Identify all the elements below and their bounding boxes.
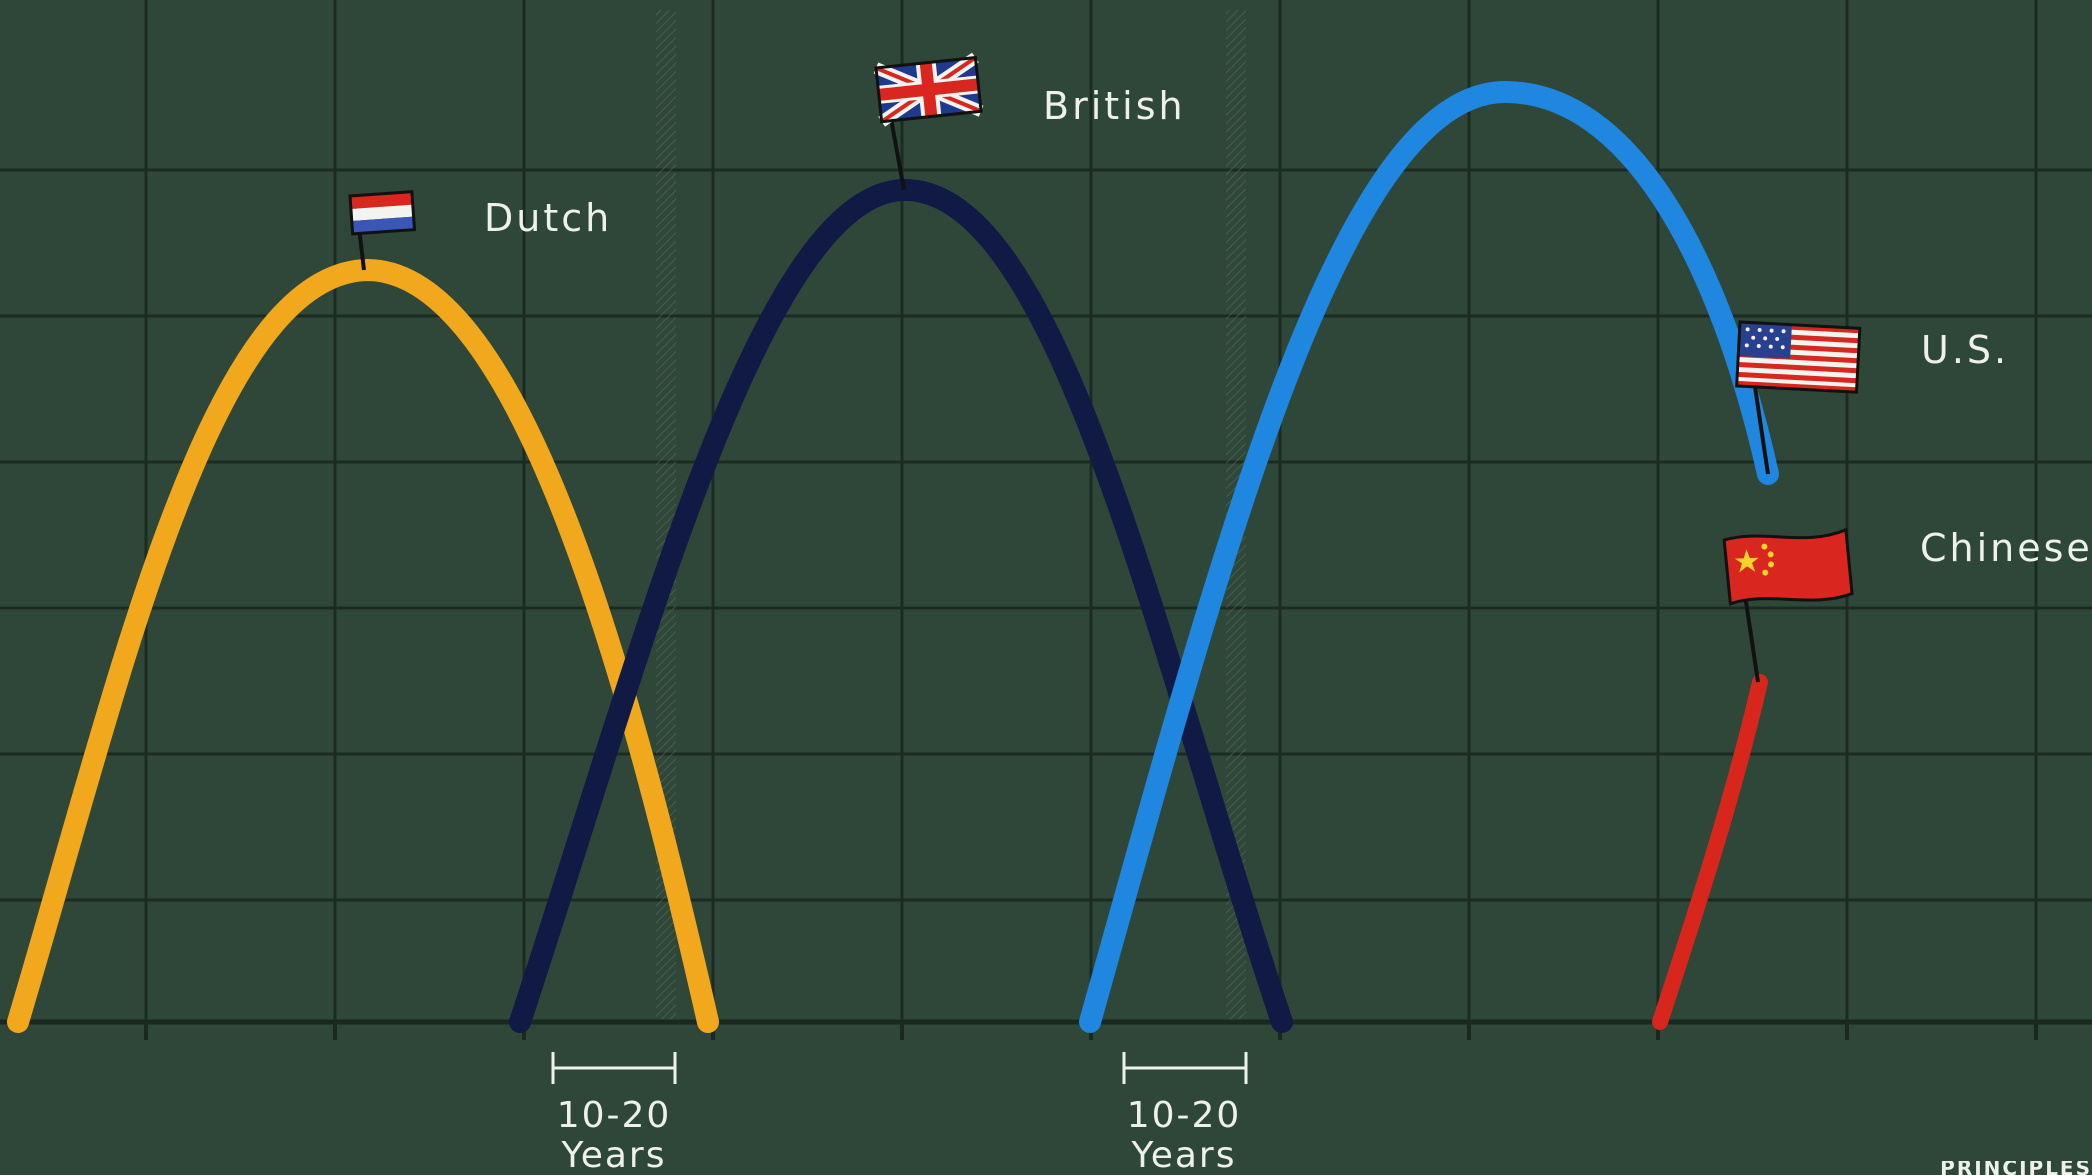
- china-flag-icon: [1724, 530, 1852, 682]
- netherlands-flag-icon: [350, 192, 414, 270]
- transition-range-2: 10-20: [1094, 1096, 1274, 1136]
- transition-label-1: 10-20 Years: [524, 1096, 704, 1175]
- watermark: PRINCIPLES: [1940, 1161, 2092, 1175]
- british-label: British: [1043, 84, 1186, 128]
- transition-label-2: 10-20 Years: [1094, 1096, 1274, 1175]
- transition-unit-2: Years: [1094, 1136, 1274, 1175]
- transition-bracket-1: [553, 1052, 675, 1084]
- transition-range-1: 10-20: [524, 1096, 704, 1136]
- us-label: U.S.: [1921, 328, 2009, 372]
- transition-bracket-2: [1124, 1052, 1246, 1084]
- chinese-label: Chinese: [1920, 526, 2092, 570]
- transition-unit-1: Years: [524, 1136, 704, 1175]
- dutch-label: Dutch: [484, 196, 612, 240]
- chinese-curve: [1660, 682, 1760, 1022]
- grid: [0, 0, 2092, 1022]
- dutch-curve: [18, 270, 708, 1022]
- us-curve: [1090, 92, 1768, 1022]
